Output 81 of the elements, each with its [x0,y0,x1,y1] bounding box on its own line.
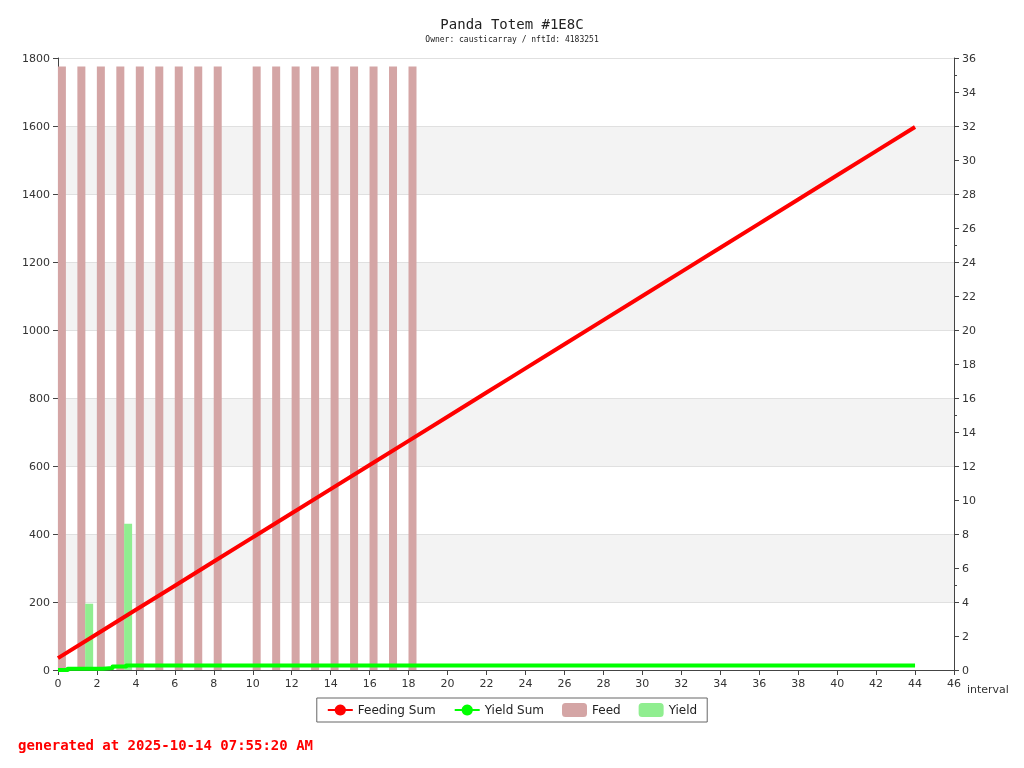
x-tick-label: 38 [791,677,806,690]
x-tick-label: 20 [440,677,455,690]
y2-tick-label: 26 [962,221,976,235]
bar [174,66,183,670]
text: generated at 2025-10-14 07:55:20 AM [18,737,314,753]
y2-tick-label: 14 [962,425,976,439]
y2-tick-label: 36 [962,51,976,65]
bar [124,523,133,670]
y2-tick-label: 22 [962,289,976,303]
x-tick-label: 4 [132,677,140,690]
y2-tick-label: 12 [962,459,976,473]
y-tick-label: 1000 [22,323,50,337]
y2-tick-label: 2 [962,629,969,643]
y2-tick-label: 6 [962,561,969,575]
y-tick-label: 400 [29,527,50,541]
line-series [56,125,918,661]
y-tick-label: 1200 [22,255,50,269]
x-tick-label: 16 [362,677,377,690]
chart-title: Panda Totem #1E8C [440,16,584,32]
x-tick-label: 24 [518,677,533,690]
y2-tick-label: 30 [962,153,976,167]
legend-label: Feed [592,703,621,717]
y-tick-label: 1800 [22,51,50,65]
bar [252,66,261,670]
y2-tick-label: 20 [962,323,976,337]
x-tick-label: 42 [869,677,884,690]
bar [96,66,105,670]
x-axis-title: interval [966,683,1009,696]
y2-tick-label: 16 [962,391,976,405]
y2-tick-label: 4 [962,595,969,609]
bar [311,66,320,670]
bar [77,66,86,670]
y2-tick-label: 10 [962,493,976,507]
y-tick-label: 1600 [22,119,50,133]
y-tick-label: 600 [29,459,50,473]
y2-tick-label: 18 [962,357,976,371]
x-tick-label: 18 [401,677,416,690]
bar [389,66,398,670]
x-tick-label: 40 [830,677,845,690]
bar [291,66,300,670]
y2-tick-label: 32 [962,119,976,133]
x-tick-label: 14 [323,677,338,690]
x-tick-label: 2 [93,677,101,690]
chart-subtitle: Owner: causticarray / nftId: 4183251 [425,34,599,44]
x-tick-label: 28 [596,677,611,690]
bar [57,66,66,670]
bar [213,66,222,670]
bar [369,66,378,670]
x-tick-label: 32 [674,677,689,690]
x-tick-label: 10 [245,677,260,690]
y-tick-label: 0 [43,663,50,677]
y2-tick-label: 28 [962,187,976,201]
x-tick-label: 34 [713,677,728,690]
y-tick-label: 800 [29,391,50,405]
x-tick-label: 6 [171,677,179,690]
bar [272,66,281,670]
x-tick-label: 46 [947,677,961,690]
y2-tick-label: 24 [962,255,976,269]
y2-tick-label: 34 [962,85,976,99]
legend-label: Yield Sum [483,703,544,717]
bar [330,66,339,670]
legend-label: Yield [667,703,698,717]
x-tick-label: 0 [54,677,62,690]
y-tick-label: 200 [29,595,50,609]
x-tick-label: 30 [635,677,650,690]
bar [116,66,125,670]
x-tick-label: 12 [284,677,299,690]
bar [155,66,164,670]
x-tick-label: 44 [908,677,923,690]
legend-label: Feeding Sum [357,703,436,717]
x-tick-label: 8 [210,677,218,690]
bar [350,66,359,670]
bar [194,66,203,670]
x-tick-label: 26 [557,677,572,690]
y2-tick-label: 0 [962,663,969,677]
bar [135,66,144,670]
y-tick-label: 1400 [22,187,50,201]
x-tick-label: 36 [752,677,767,690]
bar [408,66,417,670]
x-tick-label: 22 [479,677,494,690]
y2-tick-label: 8 [962,527,969,541]
